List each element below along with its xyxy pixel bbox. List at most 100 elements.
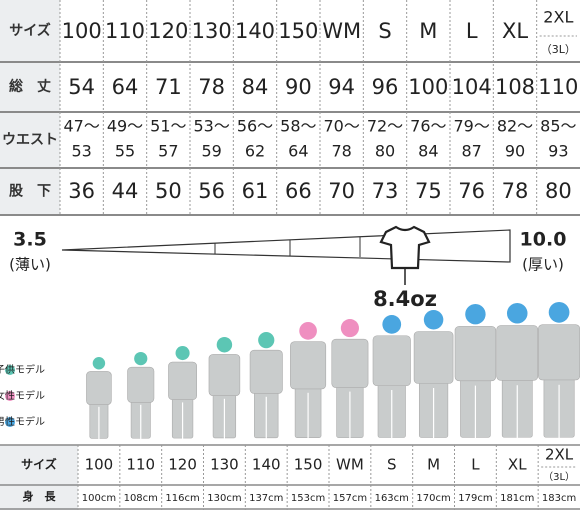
waist-top: 53〜 <box>193 117 229 136</box>
size-label: M <box>427 456 440 474</box>
length-value: 108 <box>495 75 535 99</box>
waist-top: 47〜 <box>63 117 99 136</box>
figure-head <box>299 322 317 340</box>
height-value: 181cm <box>500 493 534 504</box>
figure-torso <box>86 371 112 405</box>
model-figure <box>454 304 497 440</box>
size-label: L <box>466 19 478 43</box>
size-label: S <box>378 19 391 43</box>
shirt-icon <box>379 225 431 270</box>
inseam-value: 80 <box>545 179 572 203</box>
inseam-value: 70 <box>328 179 355 203</box>
thickness-max: 10.0 <box>520 229 567 251</box>
model-figure <box>290 322 327 440</box>
figure-head <box>506 303 528 324</box>
size-label: M <box>419 19 437 43</box>
length-value: 71 <box>155 75 182 99</box>
size-label: 100 <box>62 19 102 43</box>
waist-top: 79〜 <box>453 117 489 136</box>
inseam-value: 56 <box>198 179 225 203</box>
figure-head <box>175 346 190 361</box>
length-value: 84 <box>242 75 269 99</box>
size-label: 130 <box>192 19 232 43</box>
height-value: 183cm <box>542 493 576 504</box>
figure-torso <box>249 349 283 394</box>
inseam-value: 73 <box>372 179 399 203</box>
waist-bottom: 78 <box>331 142 351 161</box>
length-value: 104 <box>452 75 492 99</box>
waist-top: 51〜 <box>150 117 186 136</box>
waist-top: 76〜 <box>410 117 446 136</box>
length-value: 94 <box>328 75 355 99</box>
waist-bottom: 59 <box>201 142 221 161</box>
size-note: （3L） <box>543 471 575 483</box>
size-note: （3L） <box>541 43 576 56</box>
legend-dot <box>5 391 15 401</box>
figure-torso <box>538 324 580 381</box>
size-label: 150 <box>278 19 318 43</box>
size-label: 130 <box>210 456 239 474</box>
waist-top: 56〜 <box>237 117 273 136</box>
inseam-value: 66 <box>285 179 312 203</box>
length-value: 110 <box>538 75 578 99</box>
figure-head <box>340 319 359 338</box>
size-label: 120 <box>168 456 197 474</box>
figure-head <box>382 315 402 334</box>
size-label: 100 <box>85 456 114 474</box>
inseam-value: 78 <box>502 179 529 203</box>
figure-torso <box>208 354 241 396</box>
length-value: 90 <box>285 75 312 99</box>
height-value: 100cm <box>82 493 116 504</box>
size-label: XL <box>508 456 527 474</box>
height-value: 170cm <box>416 493 450 504</box>
waist-top: 82〜 <box>497 117 533 136</box>
inseam-value: 44 <box>112 179 139 203</box>
waist-bottom: 64 <box>288 142 308 161</box>
figure-head <box>423 310 444 330</box>
row-label: ウエスト <box>2 132 58 148</box>
height-value: 108cm <box>124 493 158 504</box>
size-label: 2XL <box>545 446 574 464</box>
height-value: 116cm <box>165 493 199 504</box>
height-value: 137cm <box>249 493 283 504</box>
inseam-value: 36 <box>68 179 95 203</box>
model-figure <box>496 303 539 440</box>
length-value: 54 <box>68 75 95 99</box>
size-label: 140 <box>235 19 275 43</box>
height-value: 130cm <box>207 493 241 504</box>
figure-head <box>465 304 486 325</box>
length-value: 100 <box>408 75 448 99</box>
figure-torso <box>290 341 327 390</box>
waist-top: 49〜 <box>107 117 143 136</box>
figure-head <box>92 357 106 370</box>
waist-bottom: 84 <box>418 142 438 161</box>
row-label: 股 下 <box>9 184 51 200</box>
thickness-min: 3.5 <box>13 229 47 251</box>
model-figure <box>331 319 369 440</box>
thickness-min-label: (薄い) <box>9 256 51 274</box>
legend-label: 子供モデル <box>0 363 45 376</box>
waist-bottom: 90 <box>505 142 525 161</box>
size-label: 110 <box>126 456 155 474</box>
figure-torso <box>413 331 454 384</box>
inseam-value: 50 <box>155 179 182 203</box>
waist-top: 72〜 <box>367 117 403 136</box>
figure-head <box>548 302 570 323</box>
figure-head <box>258 332 275 349</box>
waist-top: 70〜 <box>323 117 359 136</box>
row-label: サイズ <box>21 457 57 472</box>
model-figure <box>86 357 112 440</box>
figure-torso <box>168 361 197 401</box>
size-label: WM <box>322 19 361 43</box>
figure-torso <box>127 366 155 403</box>
bottom-label-bg <box>0 445 78 510</box>
size-label: 140 <box>252 456 281 474</box>
model-figure <box>208 337 241 440</box>
waist-bottom: 93 <box>548 142 568 161</box>
size-label: L <box>471 456 480 474</box>
inseam-value: 61 <box>242 179 269 203</box>
waist-top: 85〜 <box>540 117 576 136</box>
model-figure <box>372 315 411 440</box>
model-figure <box>168 346 197 440</box>
